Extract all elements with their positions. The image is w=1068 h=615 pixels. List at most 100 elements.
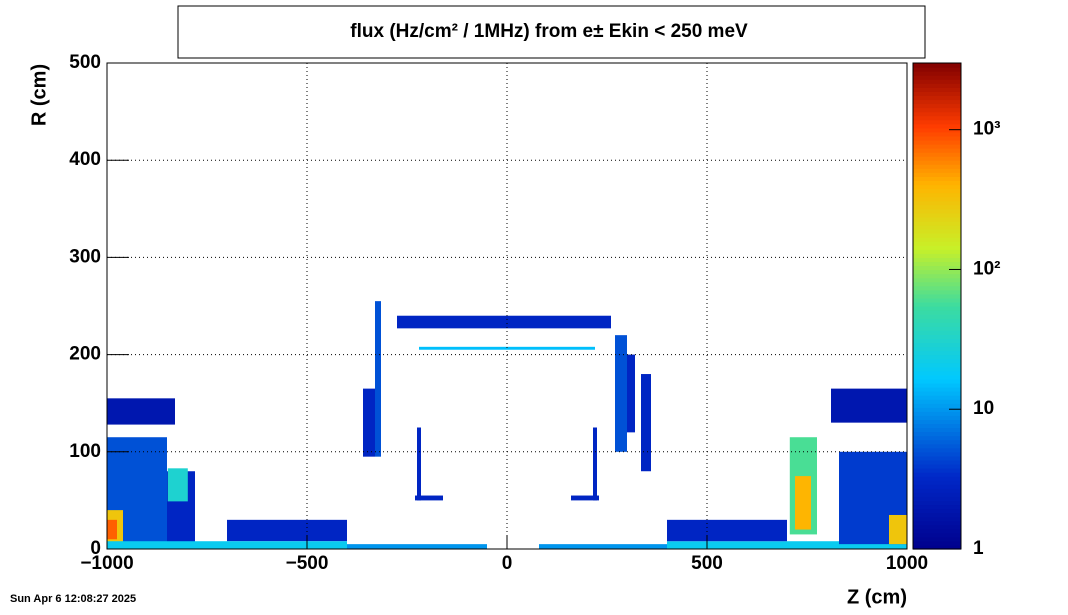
- colorbar-step: [913, 63, 961, 68]
- colorbar-step: [913, 241, 961, 246]
- heat-cell: [397, 315, 611, 329]
- heat-cell: [107, 519, 117, 540]
- x-tick-label: 1000: [886, 553, 928, 574]
- heat-cell: [667, 519, 787, 542]
- colorbar-step: [913, 451, 961, 457]
- colorbar-step: [913, 532, 961, 538]
- colorbar-step: [913, 265, 961, 271]
- colorbar-step: [913, 484, 961, 489]
- colorbar-step: [913, 289, 961, 295]
- colorbar-step: [913, 354, 961, 360]
- colorbar-step: [913, 212, 961, 218]
- colorbar-step: [913, 297, 961, 303]
- colorbar-step: [913, 152, 961, 157]
- heat-cell: [419, 346, 595, 350]
- heat-cell: [615, 335, 627, 452]
- colorbar-step: [913, 403, 961, 408]
- colorbar-frame: [912, 62, 962, 550]
- colorbar-step: [913, 342, 961, 348]
- colorbar-step: [913, 439, 961, 445]
- timestamp: Sun Apr 6 12:08:27 2025: [10, 593, 136, 605]
- colorbar-step: [913, 504, 961, 510]
- colorbar-step: [913, 544, 961, 550]
- x-tick-label: −1000: [80, 553, 133, 574]
- colorbar-step: [913, 407, 961, 412]
- colorbar-tick-label: 10²: [973, 258, 1000, 279]
- plot-frame: [106, 62, 908, 550]
- colorbar-step: [913, 387, 961, 392]
- colorbar-step: [913, 468, 961, 473]
- colorbar-step: [913, 370, 961, 376]
- colorbar-step: [913, 237, 961, 242]
- heat-cell: [167, 468, 188, 502]
- colorbar-step: [913, 285, 961, 291]
- heat-cell: [627, 354, 635, 433]
- colorbar-step: [913, 492, 961, 497]
- colorbar-step: [913, 67, 961, 72]
- y-tick-label: 100: [69, 441, 101, 462]
- colorbar-step: [913, 326, 961, 331]
- colorbar-step: [913, 431, 961, 437]
- colorbar-step: [913, 423, 961, 429]
- colorbar-step: [913, 111, 961, 117]
- heat-cell: [831, 388, 907, 423]
- colorbar-step: [913, 253, 961, 258]
- colorbar-tick-label: 10³: [973, 119, 1000, 140]
- colorbar-step: [913, 447, 961, 453]
- colorbar-step: [913, 115, 961, 121]
- colorbar-tick-label: 1: [973, 538, 984, 559]
- colorbar-step: [913, 87, 961, 92]
- colorbar-step: [913, 71, 961, 76]
- colorbar-step: [913, 411, 961, 416]
- colorbar-step: [913, 269, 961, 275]
- colorbar-step: [913, 225, 961, 230]
- colorbar-step: [913, 378, 961, 384]
- colorbar-step: [913, 192, 961, 198]
- x-axis-label: Z (cm): [847, 586, 907, 608]
- x-tick-label: 0: [502, 553, 513, 574]
- colorbar-step: [913, 95, 961, 101]
- colorbar-step: [913, 180, 961, 186]
- colorbar-step: [913, 172, 961, 177]
- heat-cell: [889, 514, 907, 545]
- y-tick-label: 300: [69, 246, 101, 267]
- colorbar-step: [913, 366, 961, 372]
- colorbar-step: [913, 184, 961, 190]
- y-tick-label: 500: [69, 52, 101, 73]
- colorbar-step: [913, 156, 961, 161]
- heat-cell: [107, 541, 347, 549]
- heat-cell: [593, 427, 597, 501]
- colorbar-step: [913, 496, 961, 501]
- colorbar-step: [913, 435, 961, 441]
- colorbar-step: [913, 472, 961, 477]
- colorbar-step: [913, 119, 961, 125]
- colorbar-step: [913, 139, 961, 145]
- colorbar-step: [913, 512, 961, 518]
- colorbar-step: [913, 480, 961, 485]
- x-tick-label: 500: [691, 553, 723, 574]
- colorbar-step: [913, 374, 961, 380]
- colorbar-step: [913, 127, 961, 133]
- colorbar-step: [913, 273, 961, 279]
- heat-cell: [107, 398, 175, 425]
- colorbar-step: [913, 208, 961, 214]
- colorbar-step: [913, 261, 961, 267]
- colorbar-step: [913, 103, 961, 109]
- colorbar-step: [913, 524, 961, 530]
- colorbar-step: [913, 318, 961, 323]
- colorbar-step: [913, 99, 961, 105]
- colorbar-step: [913, 463, 961, 469]
- heat-cell: [539, 544, 699, 549]
- colorbar-step: [913, 301, 961, 307]
- heat-cell: [347, 544, 487, 549]
- colorbar-step: [913, 257, 961, 263]
- colorbar-step: [913, 334, 961, 339]
- colorbar-step: [913, 310, 961, 315]
- colorbar-step: [913, 281, 961, 287]
- colorbar-step: [913, 79, 961, 84]
- heat-cell: [227, 519, 347, 542]
- colorbar-step: [913, 204, 961, 210]
- colorbar-step: [913, 520, 961, 526]
- colorbar-step: [913, 419, 961, 425]
